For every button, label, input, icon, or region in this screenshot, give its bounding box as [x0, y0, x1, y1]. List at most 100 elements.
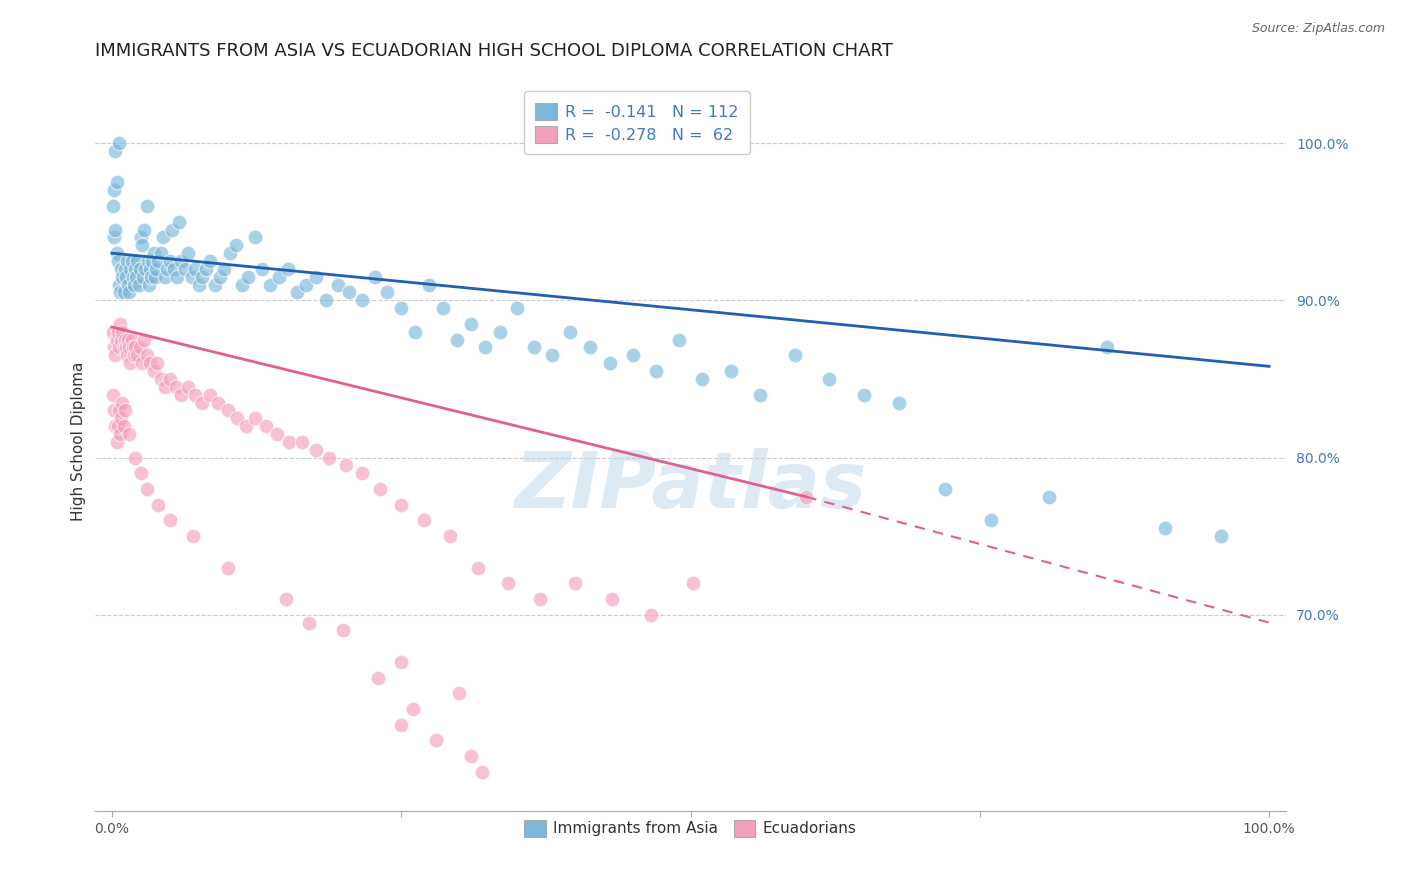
Point	[104, 419, 127, 434]
Point	[231, 277, 253, 292]
Point	[1154, 521, 1177, 535]
Point	[120, 356, 142, 370]
Point	[177, 380, 200, 394]
Point	[1095, 341, 1118, 355]
Point	[315, 293, 337, 308]
Point	[110, 333, 132, 347]
Point	[149, 372, 172, 386]
Point	[103, 183, 125, 197]
Point	[141, 254, 163, 268]
Point	[245, 230, 267, 244]
Point	[142, 246, 165, 260]
Point	[135, 482, 157, 496]
Point	[114, 261, 136, 276]
Point	[488, 325, 510, 339]
Point	[139, 356, 162, 370]
Point	[245, 411, 267, 425]
Point	[254, 419, 277, 434]
Point	[104, 222, 127, 236]
Point	[460, 317, 482, 331]
Point	[934, 482, 956, 496]
Point	[103, 403, 125, 417]
Point	[217, 560, 239, 574]
Point	[128, 261, 150, 276]
Point	[217, 403, 239, 417]
Point	[439, 529, 461, 543]
Point	[141, 269, 163, 284]
Point	[471, 764, 494, 779]
Point	[1209, 529, 1232, 543]
Point	[668, 333, 690, 347]
Point	[134, 261, 156, 276]
Point	[332, 624, 354, 638]
Point	[720, 364, 742, 378]
Point	[208, 269, 231, 284]
Point	[152, 230, 174, 244]
Point	[600, 592, 623, 607]
Point	[318, 450, 340, 465]
Point	[127, 254, 149, 268]
Point	[749, 387, 772, 401]
Point	[184, 261, 207, 276]
Point	[127, 348, 149, 362]
Point	[115, 348, 138, 362]
Point	[108, 403, 131, 417]
Point	[110, 261, 132, 276]
Point	[131, 238, 153, 252]
Point	[375, 285, 398, 300]
Point	[170, 254, 193, 268]
Point	[121, 269, 143, 284]
Point	[389, 717, 412, 731]
Point	[225, 238, 247, 252]
Point	[125, 269, 148, 284]
Point	[177, 246, 200, 260]
Point	[107, 325, 129, 339]
Point	[118, 426, 141, 441]
Point	[291, 434, 314, 449]
Point	[149, 246, 172, 260]
Point	[184, 387, 207, 401]
Point	[304, 269, 326, 284]
Point	[108, 136, 131, 150]
Y-axis label: High School Diploma: High School Diploma	[72, 362, 86, 522]
Point	[129, 230, 152, 244]
Point	[523, 341, 546, 355]
Point	[682, 576, 704, 591]
Point	[101, 387, 124, 401]
Point	[191, 395, 214, 409]
Point	[112, 419, 135, 434]
Point	[166, 269, 188, 284]
Point	[105, 176, 128, 190]
Point	[181, 529, 204, 543]
Point	[131, 356, 153, 370]
Point	[114, 341, 136, 355]
Point	[432, 301, 454, 316]
Point	[101, 325, 124, 339]
Point	[153, 380, 176, 394]
Point	[252, 261, 274, 276]
Point	[128, 341, 150, 355]
Point	[104, 348, 127, 362]
Point	[145, 261, 167, 276]
Point	[139, 261, 162, 276]
Point	[285, 285, 308, 300]
Point	[170, 387, 193, 401]
Point	[111, 325, 134, 339]
Point	[259, 277, 281, 292]
Point	[446, 333, 468, 347]
Point	[363, 269, 385, 284]
Point	[818, 372, 841, 386]
Point	[110, 411, 132, 425]
Point	[173, 261, 195, 276]
Legend: Immigrants from Asia, Ecuadorians: Immigrants from Asia, Ecuadorians	[517, 813, 865, 844]
Point	[496, 576, 519, 591]
Point	[389, 655, 412, 669]
Point	[350, 293, 373, 308]
Point	[117, 333, 139, 347]
Point	[122, 277, 145, 292]
Point	[108, 317, 131, 331]
Point	[304, 442, 326, 457]
Point	[564, 576, 586, 591]
Point	[335, 458, 357, 473]
Point	[474, 341, 496, 355]
